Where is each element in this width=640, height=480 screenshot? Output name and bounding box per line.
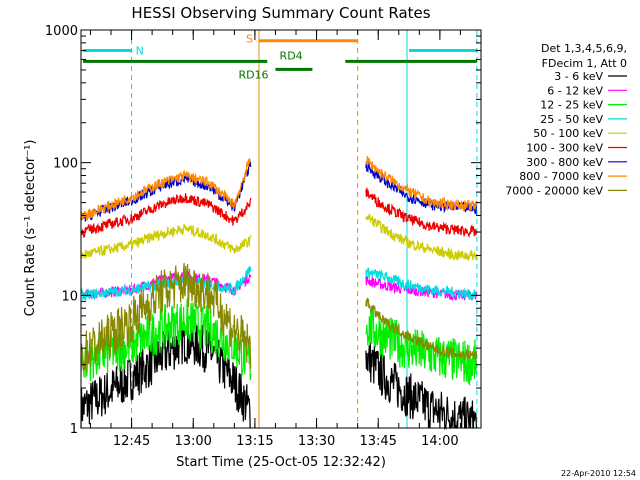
plot-area: N S RD4 RD16 — [80, 30, 478, 431]
legend-entry-label: 7000 - 20000 keV — [505, 184, 603, 197]
series-line-8 — [80, 156, 252, 221]
series-line-6 — [365, 187, 477, 239]
x-tick-label: 12:45 — [113, 434, 150, 449]
legend-header: FDecim 1, Att 0 — [542, 57, 627, 70]
series-line-9 — [80, 262, 252, 374]
night-label: N — [136, 45, 144, 58]
rd4-label: RD4 — [280, 49, 303, 62]
rd16-label: RD16 — [238, 68, 268, 81]
legend-entry-label: 12 - 25 keV — [540, 99, 603, 112]
series-line-4 — [365, 267, 477, 301]
saa-label: S — [246, 33, 253, 46]
series-line-9 — [365, 297, 477, 362]
y-axis-label: Count Rate (s⁻¹ detector⁻¹) — [23, 140, 38, 317]
legend: Det 1,3,4,5,6,9, FDecim 1, Att 03 - 6 keV… — [505, 42, 627, 197]
x-tick-label: 14:00 — [421, 434, 458, 449]
y-tick-label: 10 — [61, 289, 78, 304]
chart-title: HESSI Observing Summary Count Rates — [131, 4, 430, 22]
plot-frame — [80, 29, 482, 429]
series-line-6 — [80, 193, 252, 239]
series-line-1 — [80, 319, 251, 429]
x-tick-label: 13:15 — [236, 434, 273, 449]
series-line-5 — [80, 223, 252, 261]
legend-entry-label: 50 - 100 keV — [533, 127, 603, 140]
y-tick-label: 1000 — [45, 24, 78, 39]
legend-entry-label: 100 - 300 keV — [526, 142, 603, 155]
legend-entry-label: 6 - 12 keV — [547, 84, 603, 97]
x-tick-label: 13:00 — [174, 434, 211, 449]
series-line-7 — [365, 160, 477, 216]
legend-entry-label: 3 - 6 keV — [554, 70, 603, 83]
series-line-8 — [365, 155, 477, 212]
x-tick-label: 13:30 — [298, 434, 335, 449]
legend-header: Det 1,3,4,5,6,9, — [541, 42, 627, 55]
axes: 1 10 100 1000 12:45 13:00 13:15 13:30 13:45 14:00 — [45, 24, 482, 449]
series-line-1 — [365, 342, 477, 431]
x-tick-label: 13:45 — [359, 434, 396, 449]
footer-date: 22-Apr-2010 12:54 — [561, 469, 636, 478]
y-tick-label: 1 — [70, 422, 78, 437]
legend-entry-label: 300 - 800 keV — [526, 156, 603, 169]
legend-entry-label: 25 - 50 keV — [540, 113, 603, 126]
series-line-5 — [365, 214, 477, 262]
legend-entry-label: 800 - 7000 keV — [519, 170, 603, 183]
y-tick-label: 100 — [53, 157, 78, 172]
series-line-3 — [365, 307, 477, 386]
x-axis-label: Start Time (25-Oct-05 12:32:42) — [176, 455, 386, 470]
